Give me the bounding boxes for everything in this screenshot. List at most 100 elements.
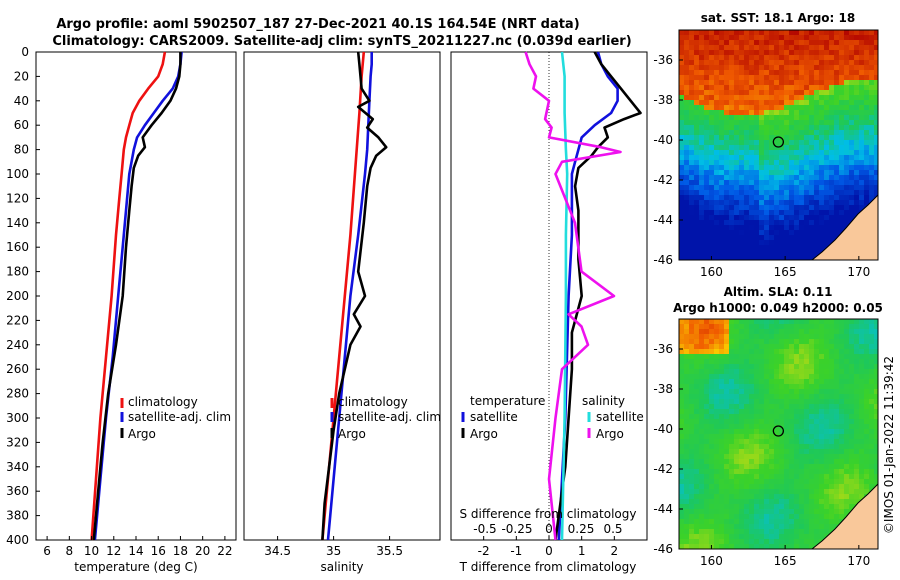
- map-cell: [679, 344, 684, 349]
- map-cell: [869, 324, 874, 329]
- map-cell: [679, 429, 684, 434]
- map-cell: [819, 499, 824, 504]
- map-cell: [689, 195, 694, 200]
- map-cell: [779, 429, 784, 434]
- map-cell: [769, 195, 774, 200]
- map-cell: [699, 135, 704, 140]
- map-cell: [699, 110, 704, 115]
- map-cell: [754, 544, 759, 549]
- map-cell: [819, 464, 824, 469]
- map-cell: [749, 459, 754, 464]
- map-cell: [739, 250, 744, 255]
- map-cell: [699, 170, 704, 175]
- map-cell: [689, 65, 694, 70]
- credit: ©IMOS 01-Jan-2022 11:39:42: [882, 356, 896, 534]
- map-cell: [874, 80, 878, 85]
- map-cell: [769, 484, 774, 489]
- map-cell: [839, 504, 844, 509]
- map-cell: [804, 105, 809, 110]
- map-cell: [704, 225, 709, 230]
- map-cell: [744, 225, 749, 230]
- map-cell: [824, 329, 829, 334]
- map-cell: [724, 30, 729, 35]
- map-cell: [709, 529, 714, 534]
- x-tick-label: 12: [106, 544, 121, 558]
- map-cell: [744, 379, 749, 384]
- map-cell: [749, 160, 754, 165]
- map-cell: [849, 479, 854, 484]
- map-cell: [794, 504, 799, 509]
- map-cell: [709, 354, 714, 359]
- series-line-s-satellite: [560, 51, 569, 541]
- map-cell: [684, 544, 689, 549]
- map-cell: [739, 170, 744, 175]
- map-cell: [819, 190, 824, 195]
- map-cell: [704, 419, 709, 424]
- map-cell: [779, 225, 784, 230]
- map-cell: [679, 459, 684, 464]
- sla-title-line1: Altim. SLA: 0.11: [724, 285, 833, 299]
- map-cell: [759, 130, 764, 135]
- map-cell: [739, 165, 744, 170]
- map-cell: [719, 50, 724, 55]
- map-cell: [809, 60, 814, 65]
- map-cell: [699, 210, 704, 215]
- map-cell: [814, 195, 819, 200]
- map-cell: [704, 459, 709, 464]
- map-cell: [694, 489, 699, 494]
- map-cell: [769, 384, 774, 389]
- map-cell: [824, 414, 829, 419]
- map-cell: [784, 35, 789, 40]
- map-cell: [814, 120, 819, 125]
- map-cell: [734, 210, 739, 215]
- map-cell: [729, 519, 734, 524]
- map-y-tick-label: -44: [653, 213, 673, 227]
- map-cell: [804, 240, 809, 245]
- map-cell: [854, 369, 859, 374]
- map-cell: [854, 459, 859, 464]
- map-cell: [699, 195, 704, 200]
- map-cell: [859, 100, 864, 105]
- map-cell: [824, 205, 829, 210]
- map-cell: [804, 394, 809, 399]
- map-cell: [789, 245, 794, 250]
- map-cell: [729, 225, 734, 230]
- map-cell: [694, 130, 699, 135]
- map-cell: [794, 539, 799, 544]
- map-cell: [749, 195, 754, 200]
- difference-legend: temperature satellite Argo salinity sate…: [461, 394, 644, 441]
- map-cell: [784, 125, 789, 130]
- map-cell: [709, 334, 714, 339]
- map-cell: [829, 484, 834, 489]
- map-cell: [709, 519, 714, 524]
- map-cell: [734, 499, 739, 504]
- map-cell: [694, 180, 699, 185]
- map-cell: [784, 205, 789, 210]
- map-cell: [819, 160, 824, 165]
- map-cell: [799, 135, 804, 140]
- map-cell: [864, 324, 869, 329]
- map-cell: [834, 145, 839, 150]
- map-cell: [849, 165, 854, 170]
- map-cell: [869, 95, 874, 100]
- map-cell: [679, 235, 684, 240]
- map-cell: [694, 155, 699, 160]
- map-cell: [694, 454, 699, 459]
- map-cell: [744, 354, 749, 359]
- map-cell: [789, 379, 794, 384]
- sla-heatmap: [679, 319, 878, 549]
- map-cell: [784, 439, 789, 444]
- map-cell: [739, 354, 744, 359]
- map-cell: [869, 135, 874, 140]
- map-cell: [729, 339, 734, 344]
- map-cell: [759, 90, 764, 95]
- map-cell: [709, 364, 714, 369]
- map-cell: [794, 489, 799, 494]
- map-cell: [709, 324, 714, 329]
- map-cell: [704, 434, 709, 439]
- map-cell: [809, 220, 814, 225]
- map-cell: [684, 240, 689, 245]
- map-cell: [799, 344, 804, 349]
- map-cell: [714, 170, 719, 175]
- map-cell: [779, 255, 784, 260]
